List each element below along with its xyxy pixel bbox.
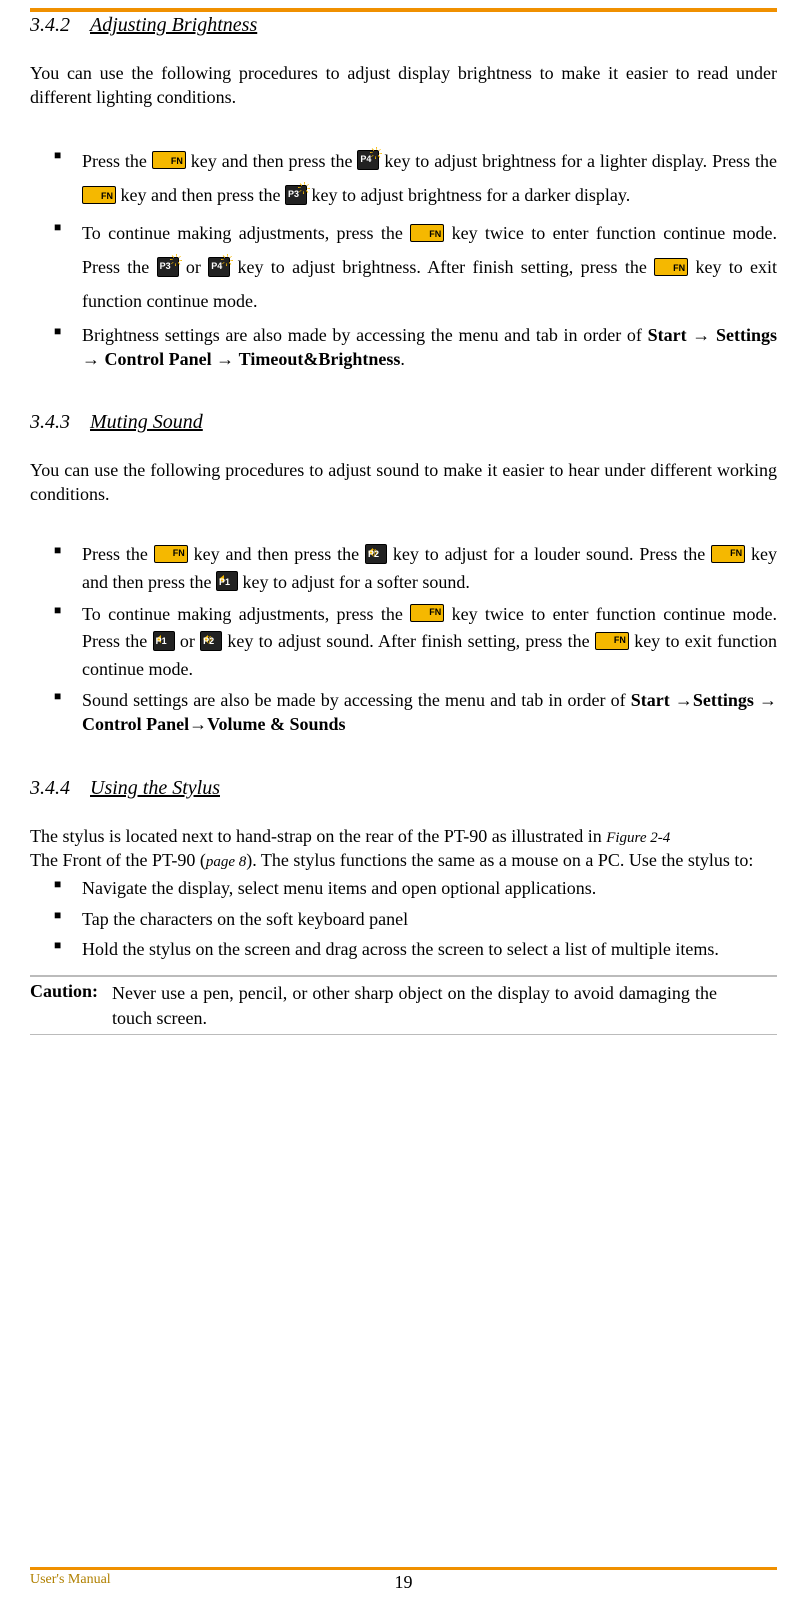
heading-title: Using the Stylus [90,777,220,800]
list-item: Press the key and then press the ))P2 ke… [82,541,777,597]
text: key to adjust brightness for a lighter d… [384,151,777,171]
text: or [186,257,208,277]
text: → [212,349,239,369]
section-heading-3-4-3: 3.4.3 Muting Sound [30,411,777,434]
heading-number: 3.4.3 [30,411,70,434]
top-rule [30,8,777,12]
fn-key-icon [654,258,688,276]
fn-key-icon [410,224,444,242]
figure-reference: Figure 2-4 [606,830,670,846]
p4-key-icon: P4 [208,257,230,277]
text: Press the [82,151,152,171]
bold-text: Control Panel [105,349,212,369]
bold-text: Volume & Sounds [207,714,345,734]
bullet-list-brightness: Press the key and then press the P4 key … [30,144,777,372]
text: → [82,349,105,369]
list-item: Sound settings are also be made by acces… [82,688,777,737]
p1-key-icon: P1 [216,571,238,591]
text: → [189,714,207,734]
caution-box: Caution: Never use a pen, pencil, or oth… [30,975,777,1035]
text: Sound settings are also be made by acces… [82,690,631,710]
text: → [687,325,716,345]
heading-title: Adjusting Brightness [90,14,257,37]
text: The stylus is located next to hand-strap… [30,826,606,846]
text: Brightness settings are also made by acc… [82,325,648,345]
heading-title: Muting Sound [90,411,203,434]
heading-number: 3.4.2 [30,14,70,37]
text: key to adjust brightness. After finish s… [238,257,655,277]
text: or [180,631,200,651]
bold-text: Settings [716,325,777,345]
list-item: Press the key and then press the P4 key … [82,144,777,212]
key-label: P1 [219,576,230,590]
list-item: Tap the characters on the soft keyboard … [82,907,777,931]
key-label: P4 [211,258,222,275]
bullet-list-stylus: Navigate the display, select menu items … [30,876,777,961]
text: key and then press the [194,544,365,564]
section-heading-3-4-2: 3.4.2 Adjusting Brightness [30,14,777,37]
text: key to adjust brightness for a darker di… [311,185,630,205]
footer-left: User's Manual [30,1572,111,1588]
key-label: P2 [368,548,379,562]
bullet-list-sound: Press the key and then press the ))P2 ke… [30,541,777,737]
fn-key-icon [410,604,444,622]
text: key and then press the [121,185,285,205]
text: The Front of the PT-90 ( [30,850,206,870]
section-intro: You can use the following procedures to … [30,61,777,110]
fn-key-icon [595,632,629,650]
key-label: P3 [160,258,171,275]
bold-text: Timeout&Brightness [239,349,401,369]
text: key to adjust for a louder sound. Press … [393,544,711,564]
text: To continue making adjustments, press th… [82,604,410,624]
bold-text: Start [648,325,687,345]
text: key to adjust for a softer sound. [242,572,469,592]
footer-right-spacer [774,1572,778,1588]
text: key and then press the [191,151,358,171]
footer-page-number: 19 [395,1572,413,1593]
fn-key-icon [152,151,186,169]
p4-key-icon: P4 [357,150,379,170]
caution-label: Caution: [30,981,98,1030]
text: → [670,690,693,710]
p3-key-icon: P3 [285,185,307,205]
bold-text: Start [631,690,670,710]
p2-key-icon: ))P2 [365,544,387,564]
key-label: P3 [288,186,299,203]
stylus-paragraph: The stylus is located next to hand-strap… [30,824,777,873]
p1-key-icon: P1 [153,631,175,651]
list-item: To continue making adjustments, press th… [82,216,777,319]
list-item: Hold the stylus on the screen and drag a… [82,937,777,961]
bold-text: Settings [693,690,754,710]
footer-rule [30,1567,777,1570]
page: 3.4.2 Adjusting Brightness You can use t… [0,0,807,1604]
key-label: P2 [203,635,214,649]
text: → [754,690,777,710]
fn-key-icon [154,545,188,563]
caution-text: Never use a pen, pencil, or other sharp … [112,981,777,1030]
text: . [400,349,405,369]
fn-key-icon [82,186,116,204]
page-footer: User's Manual 19 [30,1567,777,1588]
key-label: P1 [156,635,167,649]
p2-key-icon: ))P2 [200,631,222,651]
p3-key-icon: P3 [157,257,179,277]
heading-number: 3.4.4 [30,777,70,800]
bold-text: Control Panel [82,714,189,734]
section-intro: You can use the following procedures to … [30,458,777,507]
key-label: P4 [360,151,371,168]
list-item: Brightness settings are also made by acc… [82,323,777,372]
list-item: Navigate the display, select menu items … [82,876,777,900]
text: To continue making adjustments, press th… [82,223,410,243]
fn-key-icon [711,545,745,563]
text: key to adjust sound. After finish settin… [227,631,595,651]
footer-row: User's Manual 19 [30,1572,777,1588]
text: ). The stylus functions the same as a mo… [246,850,753,870]
text: Press the [82,544,154,564]
section-heading-3-4-4: 3.4.4 Using the Stylus [30,777,777,800]
page-reference: page 8 [206,854,246,870]
list-item: To continue making adjustments, press th… [82,601,777,685]
